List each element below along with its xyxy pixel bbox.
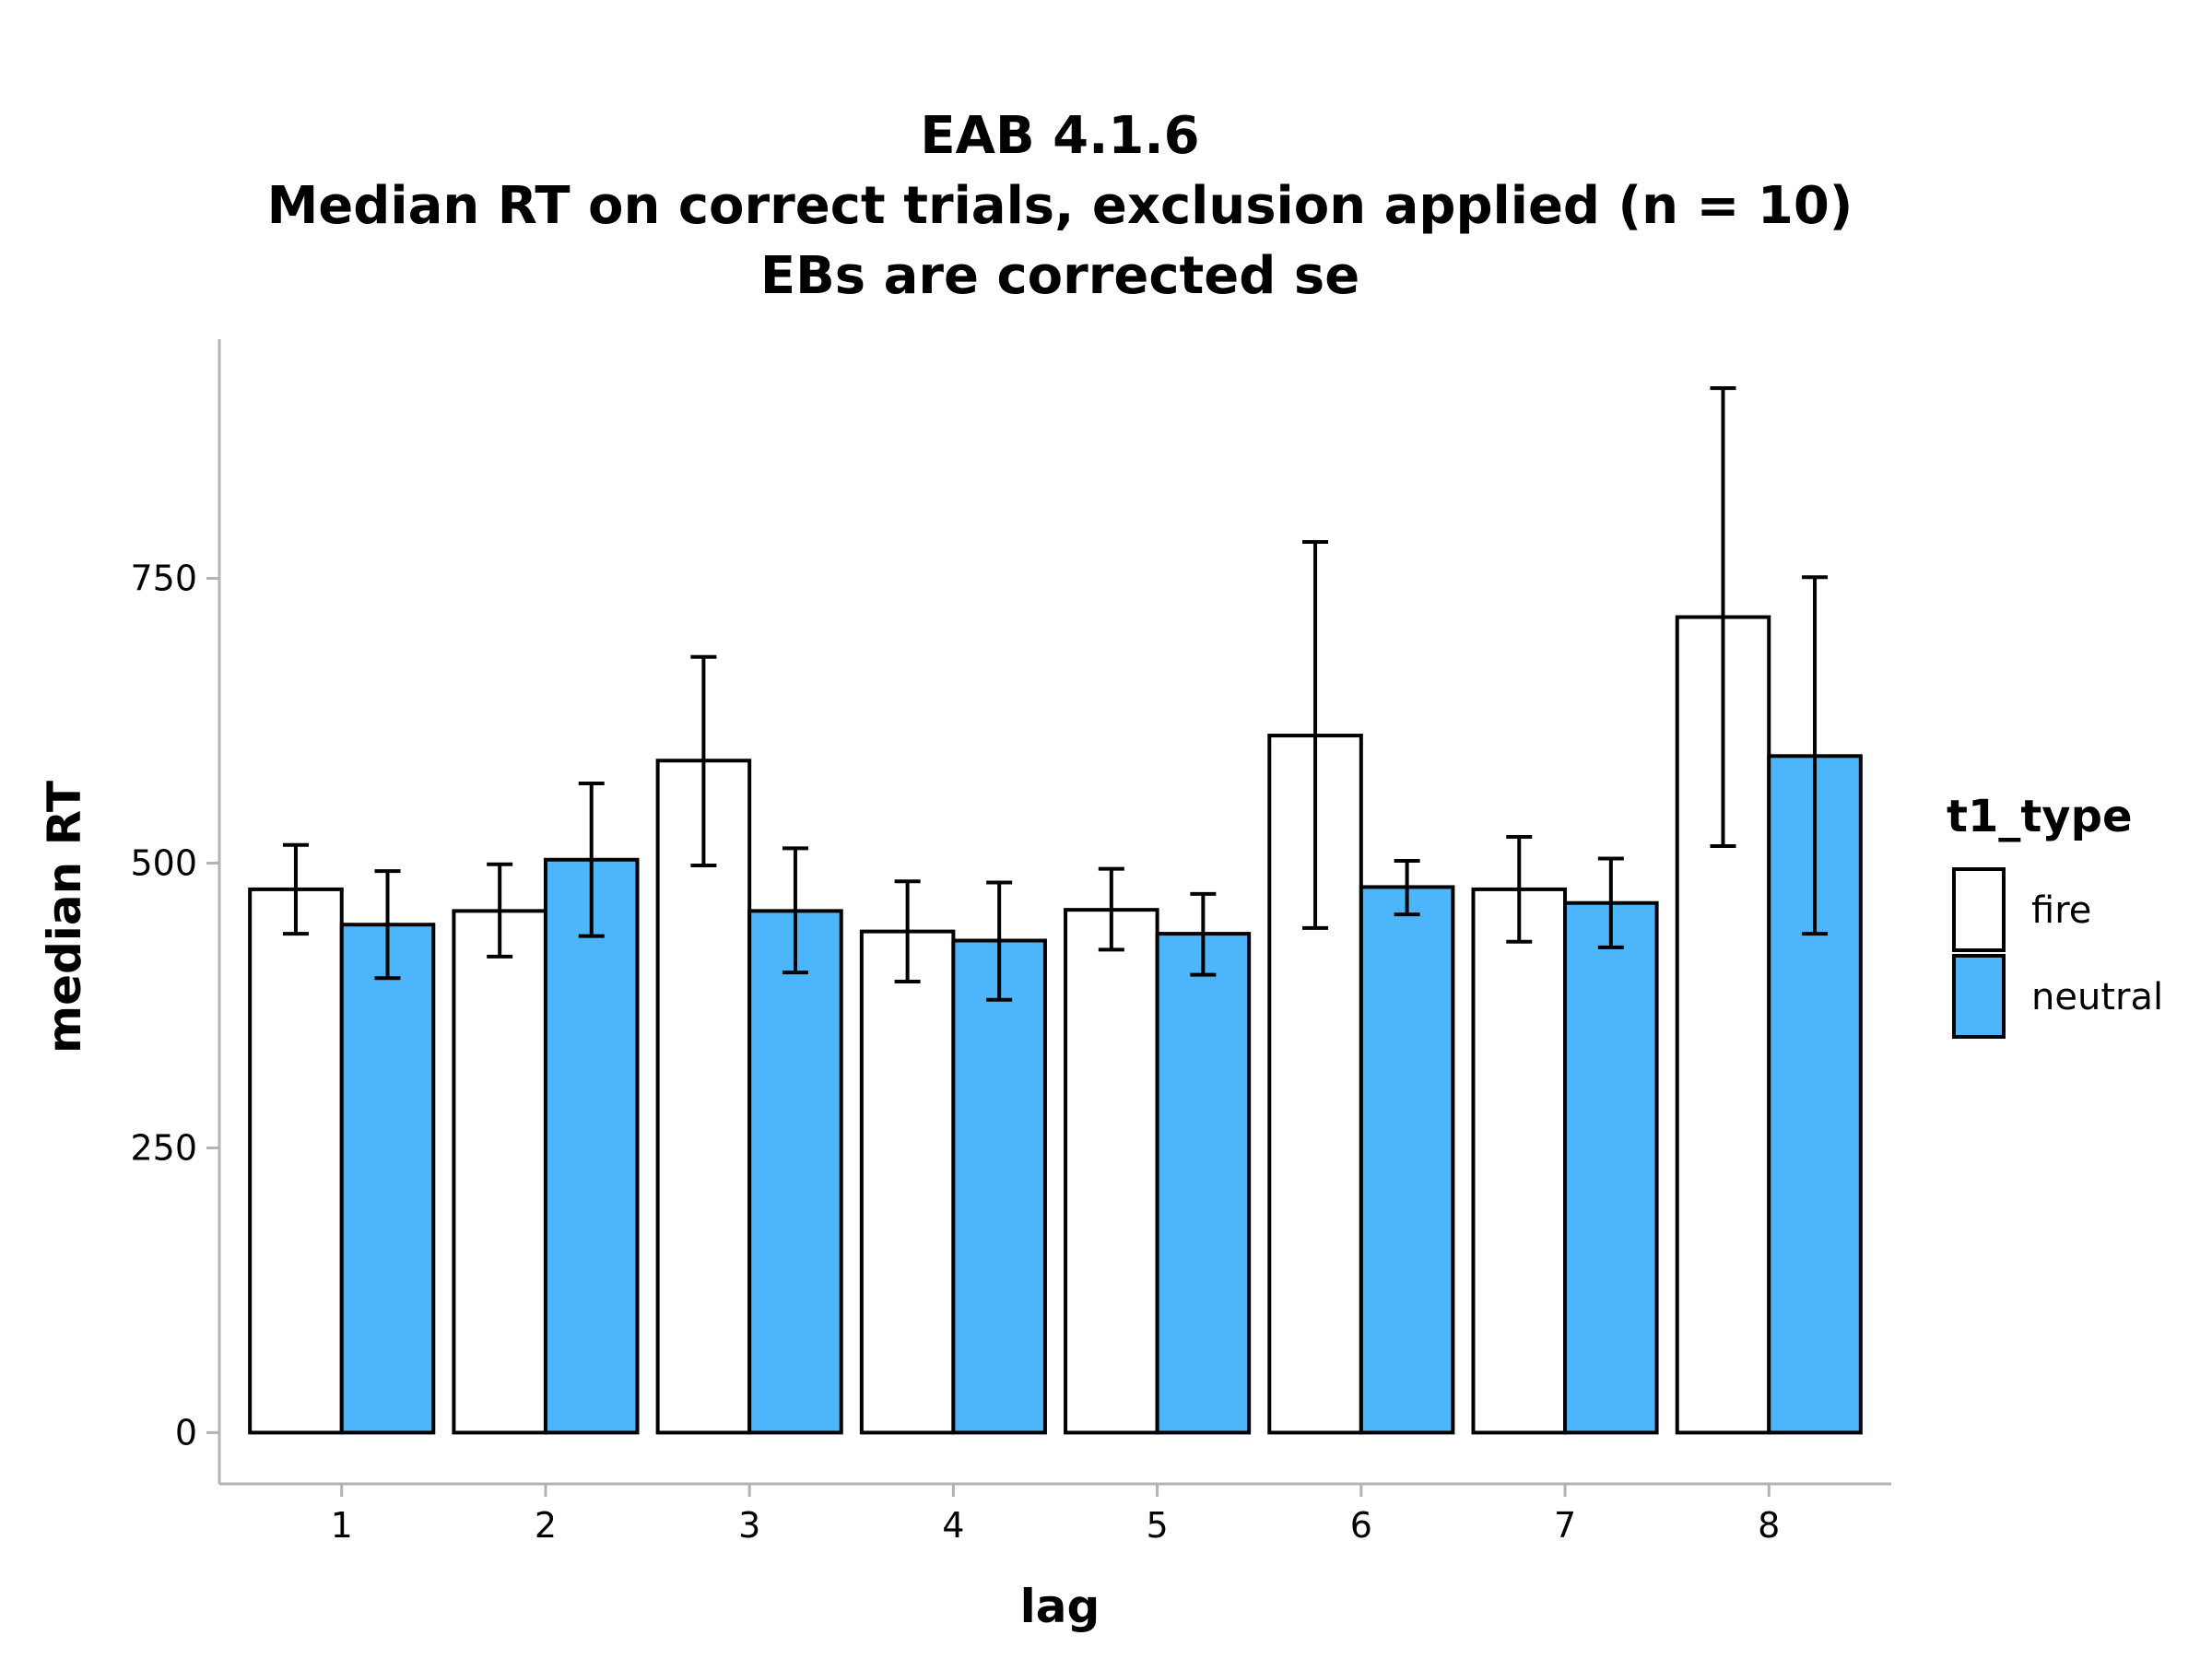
error-bar-fire-lag-3 (690, 654, 717, 867)
y-tick-label: 250 (130, 1127, 197, 1168)
chart-title: EAB 4.1.6 Median RT on correct trials, e… (267, 106, 1853, 306)
error-bar-neutral-lag-1 (374, 869, 401, 981)
y-tick-label: 0 (175, 1412, 197, 1453)
legend: t1_type fire neutral (1947, 791, 2163, 1039)
y-axis-title: median RT (38, 781, 91, 1053)
error-bar-neutral-lag-4 (986, 880, 1013, 1002)
bar-fire-lag-2 (452, 909, 547, 1435)
y-tick-label: 500 (130, 842, 197, 883)
error-bar-fire-lag-1 (282, 842, 309, 936)
error-bar-fire-lag-2 (487, 862, 513, 959)
bar-fire-lag-7 (1471, 887, 1568, 1435)
bar-fire-lag-4 (859, 929, 956, 1435)
title-line-1: EAB 4.1.6 (920, 106, 1199, 166)
legend-title: t1_type (1947, 791, 2133, 842)
error-bar-neutral-lag-5 (1190, 891, 1217, 977)
bar-neutral-lag-1 (339, 923, 436, 1435)
x-tick-label: 8 (1758, 1505, 1780, 1546)
error-bar-neutral-lag-3 (782, 846, 808, 975)
x-tick-label: 5 (1147, 1505, 1169, 1546)
x-tick-label: 7 (1554, 1505, 1576, 1546)
bar-neutral-lag-3 (747, 909, 843, 1435)
legend-label-neutral: neutral (2031, 976, 2163, 1018)
error-bars (282, 386, 1829, 1002)
bar-neutral-lag-2 (543, 857, 640, 1435)
bar-neutral-lag-4 (951, 938, 1047, 1435)
error-bar-neutral-lag-7 (1597, 856, 1624, 949)
x-tick-label: 1 (331, 1505, 353, 1546)
bar-neutral-lag-6 (1359, 885, 1455, 1435)
bar-neutral-lag-7 (1563, 900, 1659, 1435)
bar-fire-lag-1 (248, 887, 344, 1435)
x-tick-label: 2 (535, 1505, 557, 1546)
x-tick-label: 4 (942, 1505, 964, 1546)
x-tick-labels: 1 2 3 4 5 6 7 8 (331, 1505, 1781, 1546)
axes (206, 339, 1891, 1497)
error-bar-fire-lag-4 (894, 879, 921, 984)
title-line-2: Median RT on correct trials, exclusion a… (267, 176, 1853, 236)
bar-neutral-lag-5 (1155, 932, 1252, 1435)
x-tick-label: 3 (738, 1505, 760, 1546)
error-bar-fire-lag-8 (1710, 386, 1736, 848)
legend-label-fire: fire (2031, 889, 2091, 932)
error-bar-fire-lag-5 (1098, 866, 1124, 952)
legend-key-neutral (1952, 954, 2006, 1039)
error-bar-neutral-lag-6 (1394, 859, 1420, 917)
error-bar-fire-lag-6 (1302, 539, 1329, 930)
error-bar-fire-lag-7 (1506, 835, 1533, 944)
bars (248, 615, 1863, 1435)
title-line-3: EBs are corrected se (760, 246, 1359, 306)
x-tick-label: 6 (1350, 1505, 1372, 1546)
y-tick-labels: 0 250 500 750 (130, 559, 197, 1453)
y-tick-label: 750 (130, 559, 197, 599)
legend-key-fire (1952, 867, 2006, 952)
bar-fire-lag-5 (1064, 908, 1159, 1435)
error-bar-neutral-lag-2 (578, 781, 605, 938)
error-bar-neutral-lag-8 (1802, 575, 1829, 936)
x-axis-title: lag (1020, 1580, 1100, 1633)
